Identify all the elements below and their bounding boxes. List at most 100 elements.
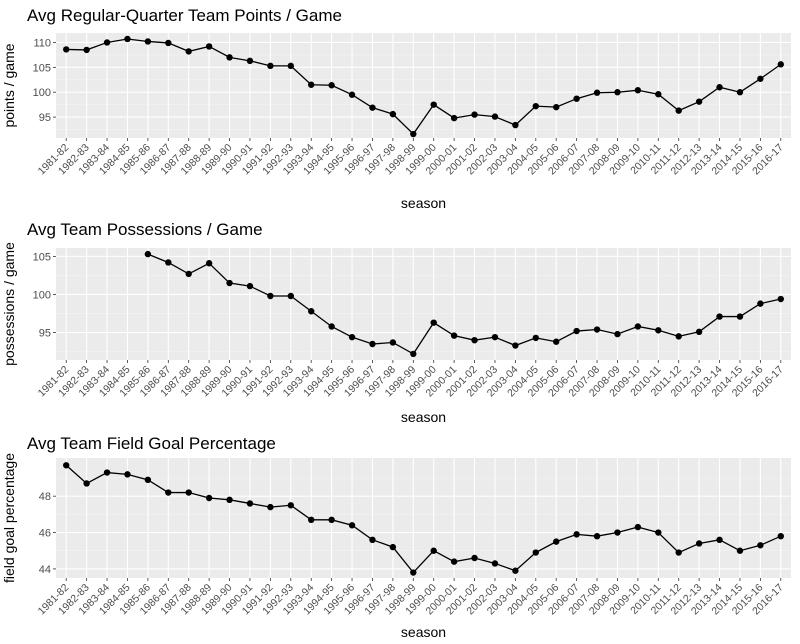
data-point	[716, 84, 723, 91]
data-point	[144, 38, 152, 45]
data-point	[410, 569, 417, 576]
data-point	[348, 522, 356, 529]
data-point	[512, 567, 519, 574]
chart-panel-1: 951001051101981-821982-831983-841984-851…	[1, 6, 791, 211]
data-point	[675, 333, 682, 340]
data-point	[144, 476, 152, 484]
data-point	[124, 471, 131, 478]
data-point	[634, 523, 642, 531]
y-tick-label: 46	[39, 528, 51, 540]
data-point	[226, 279, 233, 287]
data-point	[736, 313, 744, 320]
data-point	[410, 350, 417, 358]
y-tick-label: 110	[33, 37, 51, 49]
data-point	[410, 130, 417, 138]
data-point	[83, 480, 90, 487]
data-point	[593, 532, 601, 540]
data-point	[553, 538, 560, 545]
y-tick-label: 105	[33, 251, 51, 263]
data-point	[63, 462, 70, 469]
data-point	[165, 489, 172, 496]
data-point	[205, 43, 213, 50]
chart-title: Avg Team Possessions / Game	[27, 220, 263, 239]
data-point	[165, 39, 172, 47]
data-point	[777, 61, 784, 68]
data-point	[695, 328, 703, 336]
plot-background	[56, 33, 791, 138]
data-point	[389, 110, 397, 118]
charts: 951001051101981-821982-831983-841984-851…	[1, 6, 791, 640]
data-point	[532, 334, 539, 342]
y-tick-label: 100	[33, 87, 51, 99]
data-point	[205, 260, 213, 267]
data-point	[369, 104, 376, 111]
data-point	[287, 292, 294, 300]
data-point	[389, 339, 397, 346]
data-point	[369, 536, 376, 544]
data-point	[655, 327, 662, 334]
data-point	[675, 549, 682, 556]
data-point	[430, 101, 437, 108]
data-point	[308, 81, 315, 88]
data-point	[103, 469, 111, 476]
data-point	[63, 46, 70, 53]
data-point	[757, 75, 764, 82]
data-point	[450, 332, 458, 339]
data-point	[512, 121, 519, 129]
data-point	[655, 529, 662, 536]
data-point	[185, 489, 192, 496]
data-point	[185, 270, 192, 278]
series-line	[65, 464, 782, 574]
series-line	[147, 253, 781, 355]
data-point	[757, 300, 764, 307]
data-point	[369, 340, 376, 348]
data-point	[777, 532, 784, 540]
data-point	[328, 82, 335, 89]
data-point	[532, 549, 539, 556]
data-point	[471, 554, 478, 562]
data-point	[532, 102, 539, 110]
series-line	[66, 38, 782, 136]
data-point	[471, 336, 478, 344]
x-axis-label: season	[401, 195, 446, 211]
y-tick-label: 100	[33, 289, 51, 301]
y-tick-label: 105	[33, 62, 51, 74]
data-point	[287, 502, 294, 509]
x-axis-label: season	[401, 409, 446, 425]
data-point	[83, 46, 90, 54]
data-point	[593, 326, 601, 333]
data-point	[246, 282, 254, 290]
data-point	[450, 558, 458, 565]
data-point	[226, 54, 233, 61]
data-point	[573, 327, 580, 335]
data-point	[205, 494, 213, 502]
data-point	[695, 98, 703, 105]
data-point	[716, 536, 723, 544]
data-point	[267, 292, 274, 300]
data-point	[165, 259, 172, 266]
data-point	[553, 103, 560, 111]
y-axis-label: possessions / game	[1, 242, 17, 366]
data-point	[471, 111, 478, 118]
data-point	[348, 91, 356, 98]
data-point	[287, 62, 294, 70]
data-point	[246, 500, 254, 507]
data-point	[450, 114, 458, 122]
data-point	[614, 330, 621, 338]
data-point	[614, 529, 621, 536]
data-point	[655, 91, 662, 98]
data-point	[736, 547, 744, 554]
data-point	[593, 89, 601, 96]
data-point	[634, 323, 642, 330]
data-point	[246, 57, 254, 65]
data-point	[675, 107, 682, 114]
y-axis-label: field goal percentage	[1, 453, 17, 583]
plot-background	[56, 458, 791, 578]
data-point	[308, 516, 315, 524]
plot-background	[56, 248, 791, 360]
data-point	[124, 35, 131, 43]
data-point	[614, 89, 621, 96]
y-axis-label: points / game	[1, 43, 17, 127]
data-point	[491, 560, 499, 567]
chart-title: Avg Regular-Quarter Team Points / Game	[27, 6, 342, 25]
